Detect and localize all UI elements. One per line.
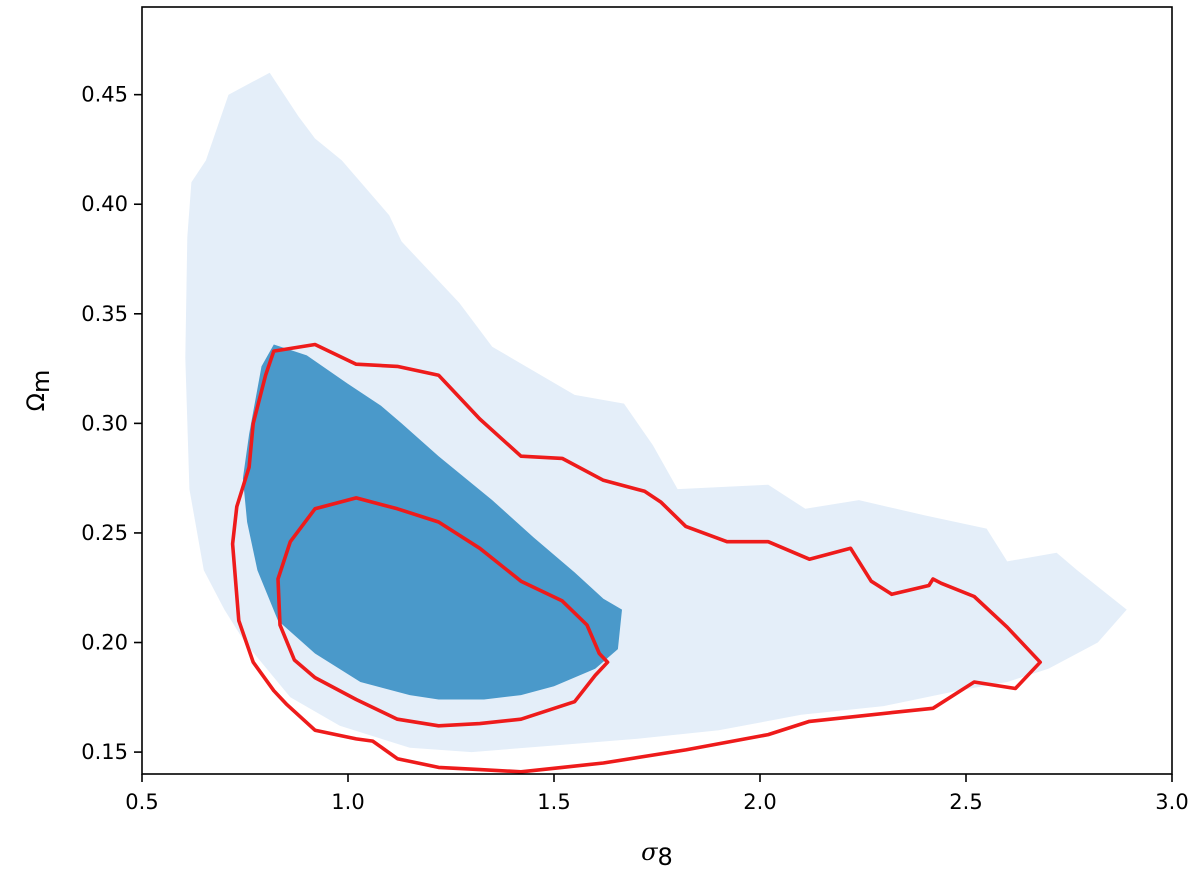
y-axis-label: Ωm [22,370,55,412]
line-contour-2 [230,342,1042,774]
y-tick-label: 0.20 [81,631,128,655]
x-axis-subscript: 8 [658,843,673,871]
x-tick-label: 1.5 [537,790,570,814]
series-layer [185,72,1127,774]
line-contour-3 [276,496,610,728]
y-tick-label: 0.35 [81,302,128,326]
y-axis-subscript: m [27,370,55,393]
x-tick-label: 2.5 [949,790,982,814]
y-tick-label: 0.15 [81,740,128,764]
x-tick-label: 2.0 [743,790,776,814]
y-axis-symbol: Ω [22,393,50,411]
filled-contour-1 [242,344,622,700]
y-axis-ticks: 0.15 0.20 0.25 0.30 0.35 0.40 0.45 [81,83,142,764]
x-tick-label: 0.5 [125,790,158,814]
x-tick-label: 1.0 [331,790,364,814]
x-axis-symbol: σ [641,838,658,866]
plot-frame [141,6,1173,775]
x-axis-label: σ8 [641,838,673,871]
y-tick-label: 0.30 [81,411,128,435]
y-tick-label: 0.25 [81,521,128,545]
y-tick-label: 0.40 [81,192,128,216]
x-tick-label: 3.0 [1155,790,1188,814]
x-axis-ticks: 0.5 1.0 1.5 2.0 2.5 3.0 [125,774,1189,814]
y-tick-label: 0.45 [81,83,128,107]
